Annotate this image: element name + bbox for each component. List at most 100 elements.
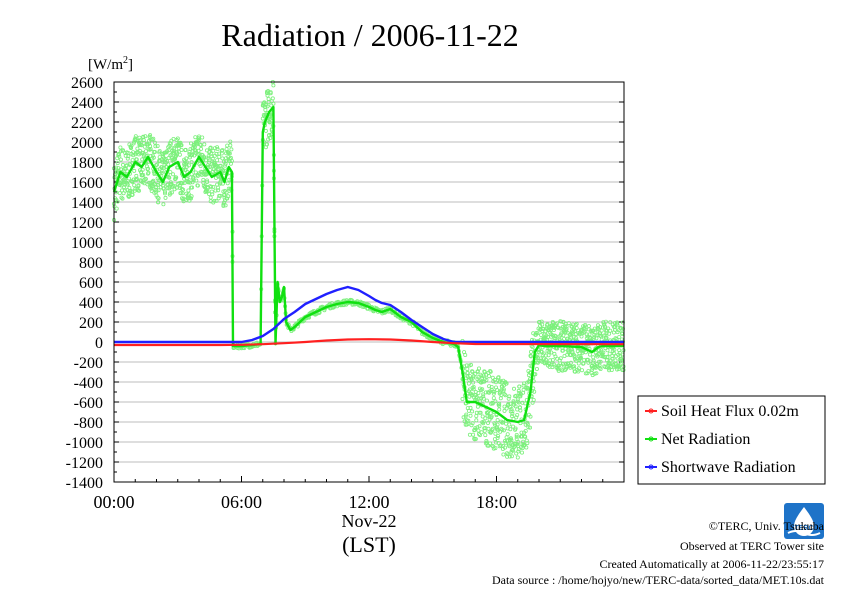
net-radiation-sample-point: [474, 413, 479, 418]
net-radiation-sample-point: [124, 163, 129, 168]
net-radiation-sample-point: [220, 181, 225, 186]
net-radiation-sample-point: [473, 436, 478, 441]
net-radiation-sample-point: [268, 90, 273, 95]
net-radiation-sample-point: [140, 157, 145, 162]
net-radiation-sample-point: [186, 192, 191, 197]
net-radiation-sample-point: [465, 370, 470, 375]
net-radiation-sample-point: [184, 160, 189, 165]
net-radiation-sample-point: [528, 414, 533, 419]
net-radiation-sample-point: [490, 375, 495, 380]
net-radiation-sample-point: [514, 393, 519, 398]
net-radiation-sample-point: [582, 358, 587, 363]
net-radiation-sample-point: [601, 333, 606, 338]
net-radiation-sample-point: [488, 368, 493, 373]
footer-created: Created Automatically at 2006-11-22/23:5…: [599, 557, 824, 571]
net-radiation-sample-point: [555, 356, 560, 361]
net-radiation-sample-point: [558, 356, 563, 361]
legend-marker: [648, 436, 654, 442]
net-radiation-sample-point: [616, 366, 621, 371]
y-unit-text: [W/m: [88, 57, 123, 73]
net-radiation-sample-point: [117, 191, 122, 196]
net-radiation-sample-point: [502, 438, 507, 443]
net-radiation-sample-point: [493, 440, 498, 445]
net-radiation-sample-point: [469, 423, 474, 428]
net-radiation-sample-point: [170, 172, 175, 177]
net-radiation-sample-point: [574, 321, 579, 326]
net-radiation-sample-point: [574, 332, 579, 337]
net-radiation-sample-point: [476, 428, 481, 433]
y-tick-label: 1400: [71, 195, 103, 212]
net-radiation-sample-point: [177, 184, 182, 189]
net-radiation-sample-point: [166, 162, 171, 167]
net-radiation-sample-point: [475, 404, 480, 409]
net-radiation-sample-point: [488, 369, 493, 374]
net-radiation-sample-point: [208, 145, 213, 150]
net-radiation-sample-point: [199, 146, 204, 151]
net-radiation-sample-point: [210, 192, 215, 197]
net-radiation-sample-point: [169, 190, 174, 195]
net-radiation-sample-point: [159, 170, 164, 175]
net-radiation-sample-point: [572, 364, 577, 369]
net-radiation-sample-point: [213, 162, 218, 167]
net-radiation-sample-point: [525, 387, 530, 392]
net-radiation-sample-point: [598, 366, 603, 371]
net-radiation-sample-point: [515, 455, 520, 460]
net-radiation-sample-point: [503, 393, 508, 398]
net-radiation-sample-point: [209, 151, 214, 156]
net-radiation-sample-point: [187, 180, 192, 185]
net-radiation-sample-point: [225, 196, 230, 201]
net-radiation-sample-point: [161, 202, 166, 207]
net-radiation-sample-point: [620, 320, 625, 325]
net-radiation-sample-point: [203, 158, 208, 163]
net-radiation-sample-point: [508, 427, 513, 432]
net-radiation-sample-point: [143, 176, 148, 181]
net-radiation-sample-point: [550, 357, 555, 362]
net-radiation-sample-point: [211, 184, 216, 189]
net-radiation-sample-point: [478, 410, 483, 415]
y-tick-label: 400: [79, 295, 103, 312]
net-radiation-sample-point: [514, 436, 519, 441]
net-radiation-sample-point: [133, 134, 138, 139]
net-radiation-sample-point: [620, 326, 625, 331]
net-radiation-sample-point: [468, 362, 473, 367]
net-radiation-sample-point: [174, 153, 179, 158]
net-radiation-sample-point: [479, 430, 484, 435]
net-radiation-sample-point: [217, 151, 222, 156]
net-radiation-sample-point: [490, 426, 495, 431]
net-radiation-sample-point: [118, 145, 123, 150]
net-radiation-sample-point: [181, 187, 186, 192]
net-radiation-sample-point: [471, 384, 476, 389]
net-radiation-sample-point: [154, 182, 159, 187]
net-radiation-sample-point: [229, 158, 234, 163]
net-radiation-sample-point: [606, 326, 611, 331]
net-radiation-sample-point: [516, 388, 521, 393]
y-unit-close: ]: [128, 57, 133, 73]
net-radiation-sample-point: [506, 396, 511, 401]
net-radiation-sample-point: [221, 193, 226, 198]
net-radiation-sample-point: [139, 143, 144, 148]
net-radiation-sample-point: [481, 394, 486, 399]
net-radiation-sample-point: [509, 413, 514, 418]
net-radiation-sample-point: [521, 387, 526, 392]
net-radiation-sample-point: [118, 157, 123, 162]
net-radiation-sample-point: [470, 421, 475, 426]
net-radiation-sample-point: [513, 441, 518, 446]
net-radiation-sample-point: [195, 152, 200, 157]
net-radiation-sample-point: [556, 368, 561, 373]
net-radiation-sample-point: [268, 114, 273, 119]
net-radiation-sample-point: [189, 194, 194, 199]
net-radiation-sample-point: [200, 135, 205, 140]
net-radiation-sample-point: [564, 324, 569, 329]
net-radiation-sample-point: [547, 350, 552, 355]
net-radiation-sample-point: [495, 418, 500, 423]
net-radiation-sample-point: [502, 408, 507, 413]
svg-text:TERC: TERC: [794, 525, 813, 532]
net-radiation-sample-point: [548, 358, 553, 363]
net-radiation-sample-point: [617, 335, 622, 340]
net-radiation-sample-point: [551, 327, 556, 332]
net-radiation-sample-point: [507, 454, 512, 459]
net-radiation-sample-point: [132, 168, 137, 173]
net-radiation-sample-point: [602, 324, 607, 329]
x-tick-label: 18:00: [476, 492, 517, 512]
net-radiation-sample-point: [214, 198, 219, 203]
